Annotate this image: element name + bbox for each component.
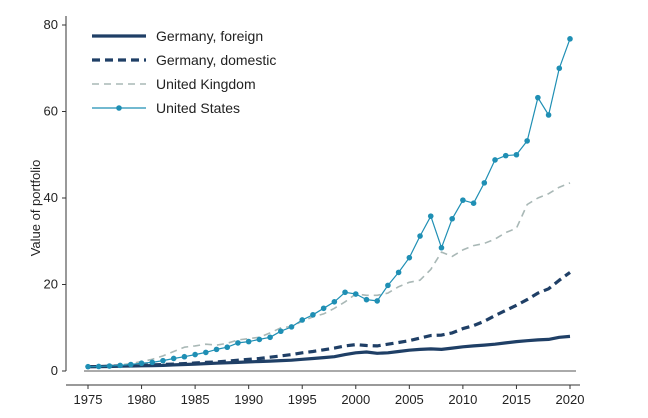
data-point-united-states bbox=[363, 296, 370, 303]
data-point-united-states bbox=[406, 254, 413, 261]
x-tick-label: 1990 bbox=[234, 392, 263, 407]
data-point-united-states bbox=[427, 213, 434, 219]
data-point-united-states bbox=[203, 349, 209, 356]
data-point-united-states bbox=[160, 357, 166, 364]
data-point-united-states bbox=[235, 340, 241, 346]
data-point-united-states bbox=[181, 353, 188, 360]
data-point-united-states bbox=[85, 363, 91, 370]
series-line-germany-domestic bbox=[87, 271, 571, 369]
x-tick-label: 2020 bbox=[556, 392, 585, 407]
data-point-united-states bbox=[245, 338, 252, 345]
data-point-united-states bbox=[288, 324, 295, 330]
x-tick-label: 2000 bbox=[341, 392, 370, 407]
data-point-united-states bbox=[449, 215, 455, 222]
y-tick-label: 80 bbox=[44, 17, 58, 32]
data-point-united-states bbox=[128, 361, 134, 368]
data-point-united-states bbox=[138, 360, 145, 367]
data-point-united-states bbox=[374, 298, 381, 304]
y-axis-label: Value of portfolio bbox=[28, 160, 43, 257]
x-tick-label: 2005 bbox=[395, 392, 424, 407]
data-point-united-states bbox=[524, 138, 530, 144]
legend-label-united-kingdom: United Kingdom bbox=[156, 76, 256, 92]
y-tick-label: 0 bbox=[51, 363, 58, 378]
data-point-united-states bbox=[438, 244, 445, 251]
data-point-united-states bbox=[502, 152, 509, 159]
data-point-united-states bbox=[535, 94, 541, 101]
legend: Germany, foreign Germany, domestic United … bbox=[92, 28, 276, 116]
legend-marker-united-states bbox=[116, 105, 122, 111]
data-point-united-states bbox=[117, 362, 123, 369]
data-point-united-states bbox=[352, 291, 359, 297]
y-tick-label: 20 bbox=[44, 277, 58, 292]
data-point-united-states bbox=[213, 346, 220, 353]
y-tick-label: 60 bbox=[44, 104, 58, 119]
data-point-united-states bbox=[106, 363, 113, 369]
x-tick-label: 1995 bbox=[288, 392, 317, 407]
data-point-united-states bbox=[320, 305, 327, 312]
series-line-germany-foreign bbox=[88, 334, 571, 369]
data-point-united-states bbox=[545, 112, 552, 118]
data-point-united-states bbox=[170, 355, 177, 362]
data-point-united-states bbox=[567, 36, 573, 42]
data-point-united-states bbox=[331, 299, 338, 305]
series-line-united-kingdom bbox=[87, 182, 571, 368]
data-point-united-states bbox=[395, 269, 402, 276]
data-point-united-states bbox=[310, 311, 316, 318]
legend-label-germany-domestic: Germany, domestic bbox=[156, 52, 276, 68]
data-point-united-states bbox=[470, 200, 477, 206]
data-point-united-states bbox=[556, 65, 563, 72]
data-point-united-states bbox=[342, 289, 348, 296]
series-layer bbox=[85, 36, 573, 370]
data-point-united-states bbox=[192, 351, 198, 358]
data-point-united-states bbox=[299, 317, 306, 323]
y-tick-label: 40 bbox=[44, 190, 58, 205]
data-point-united-states bbox=[278, 328, 284, 335]
data-point-united-states bbox=[267, 334, 273, 341]
data-point-united-states bbox=[417, 233, 423, 239]
x-tick-label: 2015 bbox=[502, 392, 531, 407]
legend-label-germany-foreign: Germany, foreign bbox=[156, 28, 263, 44]
axes: 0 20 40 60 80 1975 1980 1985 1990 1995 2000 2005 201… bbox=[44, 16, 585, 407]
x-tick-label: 1975 bbox=[74, 392, 103, 407]
data-point-united-states bbox=[149, 359, 156, 366]
data-point-united-states bbox=[513, 151, 520, 158]
data-point-united-states bbox=[385, 282, 391, 289]
data-point-united-states bbox=[460, 197, 466, 203]
legend-label-united-states: United States bbox=[156, 100, 240, 116]
data-point-united-states bbox=[95, 363, 102, 370]
x-tick-label: 1980 bbox=[127, 392, 156, 407]
data-point-united-states bbox=[224, 344, 231, 351]
data-point-united-states bbox=[256, 336, 263, 343]
data-point-united-states bbox=[481, 180, 488, 186]
x-tick-label: 1985 bbox=[181, 392, 210, 407]
x-tick-label: 2010 bbox=[448, 392, 477, 407]
data-point-united-states bbox=[492, 157, 498, 163]
series-line-united-states bbox=[87, 38, 571, 368]
